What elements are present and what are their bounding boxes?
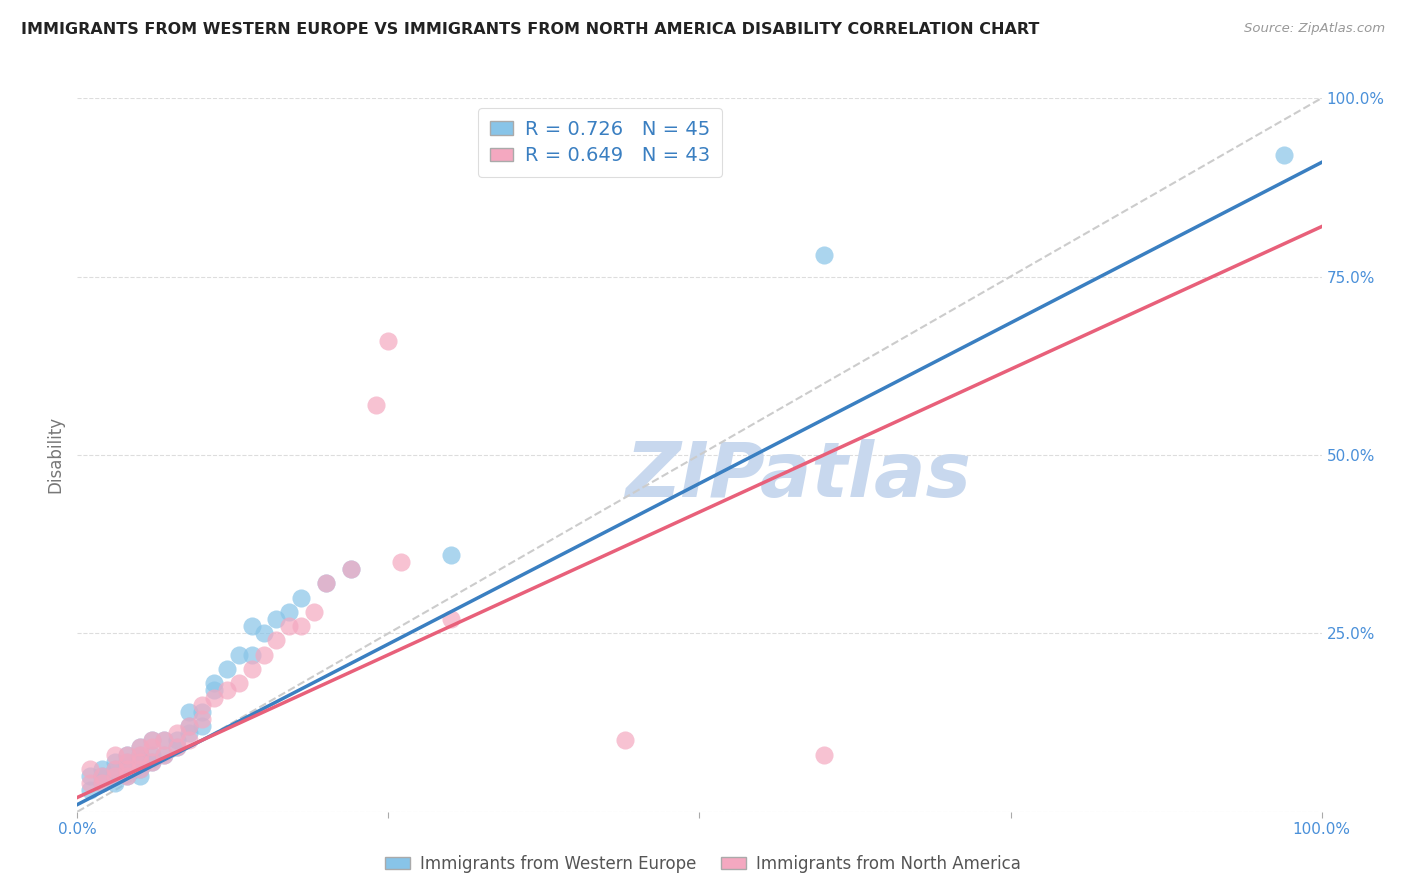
Point xyxy=(79,776,101,790)
Point xyxy=(179,733,201,747)
Point xyxy=(266,612,288,626)
Point xyxy=(179,719,201,733)
Point xyxy=(315,576,337,591)
Point xyxy=(166,740,188,755)
Point xyxy=(315,576,337,591)
Point xyxy=(79,769,101,783)
Point xyxy=(128,762,150,776)
Point xyxy=(141,733,163,747)
Text: IMMIGRANTS FROM WESTERN EUROPE VS IMMIGRANTS FROM NORTH AMERICA DISABILITY CORRE: IMMIGRANTS FROM WESTERN EUROPE VS IMMIGR… xyxy=(21,22,1039,37)
Point xyxy=(128,762,150,776)
Point xyxy=(153,733,176,747)
Point xyxy=(440,548,463,562)
Point xyxy=(340,562,363,576)
Point xyxy=(153,747,176,762)
Point xyxy=(202,690,225,705)
Point xyxy=(141,755,163,769)
Point xyxy=(202,676,225,690)
Point xyxy=(79,783,101,797)
Point xyxy=(191,705,214,719)
Point xyxy=(240,648,263,662)
Point xyxy=(253,626,276,640)
Point xyxy=(228,676,250,690)
Point xyxy=(1272,148,1295,162)
Point xyxy=(202,683,225,698)
Point xyxy=(166,733,188,747)
Point xyxy=(191,719,214,733)
Point xyxy=(290,619,312,633)
Point xyxy=(104,769,127,783)
Point xyxy=(104,755,127,769)
Point xyxy=(91,762,114,776)
Point xyxy=(179,705,201,719)
Point xyxy=(228,648,250,662)
Y-axis label: Disability: Disability xyxy=(46,417,65,493)
Point xyxy=(240,662,263,676)
Point xyxy=(277,605,299,619)
Point xyxy=(104,762,127,776)
Point xyxy=(128,747,150,762)
Point xyxy=(128,740,150,755)
Point xyxy=(115,762,138,776)
Point xyxy=(277,619,299,633)
Point xyxy=(153,747,176,762)
Point xyxy=(115,747,138,762)
Point xyxy=(179,719,201,733)
Point xyxy=(115,769,138,783)
Point xyxy=(302,605,325,619)
Point xyxy=(153,733,176,747)
Point xyxy=(141,747,163,762)
Point xyxy=(115,762,138,776)
Point xyxy=(91,769,114,783)
Point xyxy=(91,776,114,790)
Point xyxy=(141,740,163,755)
Point xyxy=(253,648,276,662)
Point xyxy=(104,776,127,790)
Point xyxy=(191,698,214,712)
Point xyxy=(266,633,288,648)
Point xyxy=(364,398,387,412)
Point xyxy=(389,555,412,569)
Point xyxy=(340,562,363,576)
Point xyxy=(91,776,114,790)
Point xyxy=(115,769,138,783)
Text: ZIPatlas: ZIPatlas xyxy=(626,440,972,513)
Point xyxy=(166,740,188,755)
Point xyxy=(115,747,138,762)
Point xyxy=(128,740,150,755)
Point xyxy=(215,662,238,676)
Point xyxy=(166,726,188,740)
Point xyxy=(813,747,835,762)
Point xyxy=(141,755,163,769)
Point xyxy=(215,683,238,698)
Point xyxy=(104,762,127,776)
Point xyxy=(104,769,127,783)
Point xyxy=(813,248,835,262)
Point xyxy=(377,334,399,348)
Point xyxy=(128,747,150,762)
Point xyxy=(115,755,138,769)
Point xyxy=(240,619,263,633)
Text: Source: ZipAtlas.com: Source: ZipAtlas.com xyxy=(1244,22,1385,36)
Point xyxy=(128,755,150,769)
Point xyxy=(128,755,150,769)
Point xyxy=(79,762,101,776)
Legend: R = 0.726   N = 45, R = 0.649   N = 43: R = 0.726 N = 45, R = 0.649 N = 43 xyxy=(478,108,721,177)
Point xyxy=(613,733,636,747)
Point xyxy=(115,755,138,769)
Legend: Immigrants from Western Europe, Immigrants from North America: Immigrants from Western Europe, Immigran… xyxy=(378,848,1028,880)
Point xyxy=(128,769,150,783)
Point xyxy=(290,591,312,605)
Point xyxy=(440,612,463,626)
Point xyxy=(179,726,201,740)
Point xyxy=(141,733,163,747)
Point xyxy=(104,747,127,762)
Point xyxy=(91,769,114,783)
Point xyxy=(191,712,214,726)
